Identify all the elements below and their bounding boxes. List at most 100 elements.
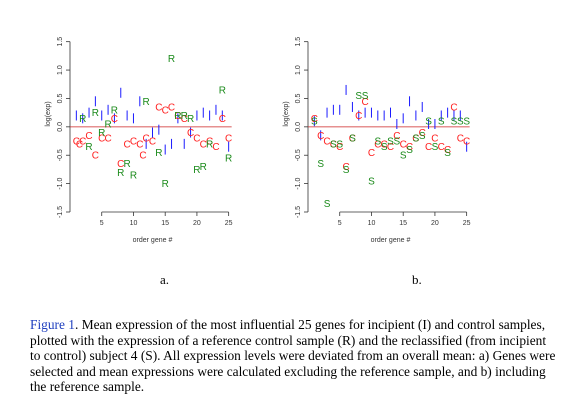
y-tick-label: -0.5 — [57, 149, 64, 161]
point-C: C — [139, 151, 146, 162]
point-C: C — [349, 134, 356, 145]
point-C: C — [200, 139, 207, 150]
point-S: S — [349, 134, 356, 145]
point-S: S — [425, 117, 432, 128]
point-C: C — [193, 134, 200, 145]
point-C: C — [123, 139, 130, 150]
point-C: C — [406, 142, 413, 153]
point-C: C — [412, 134, 419, 145]
point-C: C — [450, 102, 457, 113]
point-C: C — [206, 137, 213, 148]
y-tick-label: -1.5 — [295, 206, 302, 218]
point-R: R — [181, 111, 188, 122]
point-C: C — [400, 139, 407, 150]
point-C: C — [117, 159, 124, 170]
point-R: R — [155, 148, 162, 159]
point-C: C — [342, 162, 349, 173]
point-C: C — [444, 145, 451, 156]
caption-title: Figure 1 — [30, 317, 76, 332]
point-R: R — [206, 139, 213, 150]
point-R: R — [143, 97, 150, 108]
x-tick-label: 15 — [161, 220, 169, 227]
point-C: C — [187, 128, 194, 139]
y-tick-label: -1.5 — [57, 206, 64, 218]
y-tick-label: -0.5 — [295, 149, 302, 161]
point-C: C — [130, 137, 137, 148]
point-R: R — [123, 159, 130, 170]
point-C: C — [317, 131, 324, 142]
panel-label-b: b. — [412, 272, 422, 287]
point-S: S — [387, 137, 394, 148]
x-tick-label: 10 — [368, 220, 376, 227]
point-C: C — [92, 151, 99, 162]
point-S: S — [368, 176, 375, 187]
point-C: C — [111, 114, 118, 125]
point-C: C — [155, 102, 162, 113]
point-R: R — [85, 142, 92, 153]
point-S: S — [419, 131, 426, 142]
point-C: C — [85, 131, 92, 142]
y-tick-label: 0.0 — [295, 122, 302, 132]
point-C: C — [76, 139, 83, 150]
point-R: R — [219, 85, 226, 96]
y-axis-label: log(exp) — [283, 101, 290, 126]
y-tick-label: 0.0 — [57, 122, 64, 132]
point-C: C — [393, 131, 400, 142]
point-S: S — [330, 139, 337, 150]
y-tick-label: 0.5 — [295, 93, 302, 103]
y-tick-label: 1.0 — [57, 65, 64, 75]
x-tick-label: 5 — [338, 220, 342, 227]
point-S: S — [400, 151, 407, 162]
point-C: C — [149, 137, 156, 148]
chart-panel-a: -1.5 -1.0 -0.5 0.0 0.5 1.0 1.5 5 10 15 20 25 order g… — [45, 37, 233, 244]
point-C: C — [387, 142, 394, 153]
x-axis-label: order gene # — [371, 237, 411, 244]
point-R: R — [92, 108, 99, 119]
point-S: S — [343, 165, 350, 176]
point-S: S — [374, 137, 381, 148]
point-C: C — [212, 142, 219, 153]
point-C: C — [463, 137, 470, 148]
point-C: C — [73, 137, 80, 148]
point-S: S — [362, 91, 369, 102]
point-S: S — [463, 117, 470, 128]
point-S: S — [406, 145, 413, 156]
point-S: S — [444, 148, 451, 159]
point-C: C — [355, 111, 362, 122]
point-R: R — [104, 120, 111, 131]
x-axis-label: order gene # — [133, 237, 173, 244]
point-S: S — [394, 137, 401, 148]
point-R: R — [130, 171, 137, 182]
x-tick-label: 10 — [130, 220, 138, 227]
point-R: R — [225, 154, 232, 165]
point-C: C — [323, 137, 330, 148]
point-S: S — [451, 117, 458, 128]
point-R: R — [117, 168, 124, 179]
point-R: R — [200, 162, 207, 173]
point-R: R — [168, 54, 175, 65]
point-S: S — [432, 142, 439, 153]
y-tick-label: 0.5 — [57, 93, 64, 103]
point-R: R — [98, 128, 105, 139]
point-C: C — [419, 128, 426, 139]
y-tick-label: 1.5 — [57, 37, 64, 47]
point-C: C — [374, 139, 381, 150]
point-C: C — [181, 114, 188, 125]
point-S: S — [413, 134, 420, 145]
chart-panel-b: -1.5 -1.0 -0.5 0.0 0.5 1.0 1.5 5 10 15 20 25 order g… — [283, 37, 471, 244]
point-C: C — [225, 134, 232, 145]
point-C: C — [311, 114, 318, 125]
point-C: C — [330, 139, 337, 150]
point-C: C — [136, 139, 143, 150]
point-S: S — [381, 142, 388, 153]
point-C: C — [104, 134, 111, 145]
point-R: R — [193, 165, 200, 176]
x-tick-label: 20 — [193, 220, 201, 227]
point-R: R — [187, 114, 194, 125]
figure-caption: Figure 1. Mean expression of the most in… — [30, 317, 558, 395]
point-R: R — [111, 105, 118, 116]
point-C: C — [219, 114, 226, 125]
y-tick-label: 1.0 — [295, 65, 302, 75]
point-C: C — [79, 137, 86, 148]
